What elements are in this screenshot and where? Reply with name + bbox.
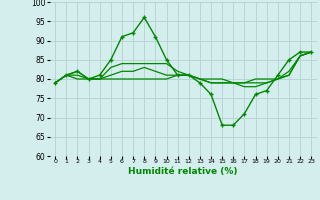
X-axis label: Humidité relative (%): Humidité relative (%) [128, 167, 238, 176]
